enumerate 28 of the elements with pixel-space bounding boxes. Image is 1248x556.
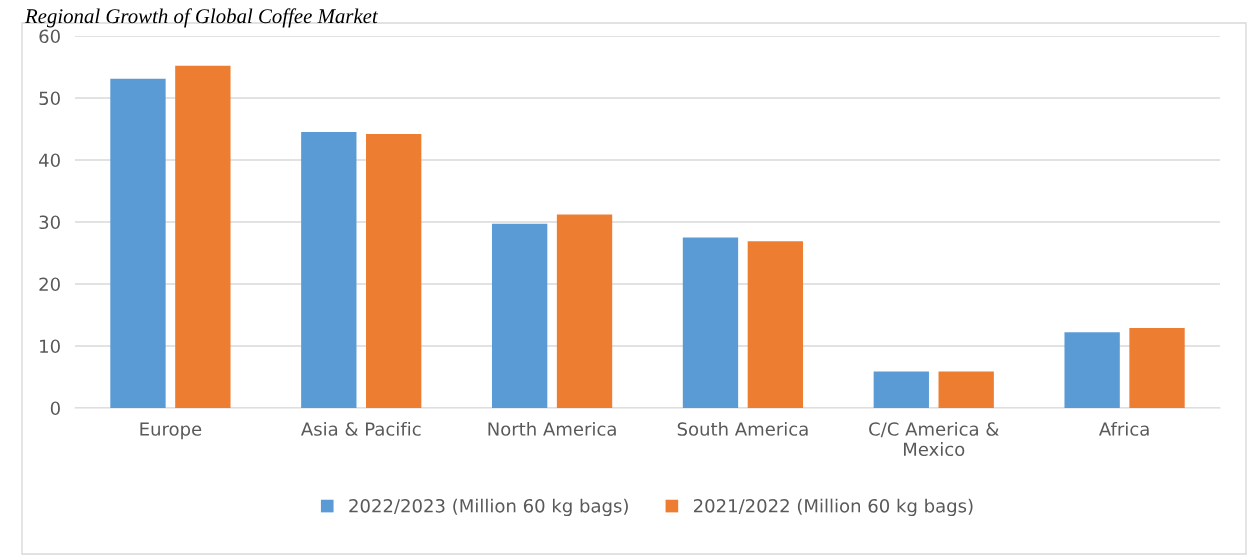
bar — [1064, 332, 1120, 408]
y-tick-label: 20 — [39, 277, 60, 292]
bar — [556, 214, 613, 408]
bar — [175, 65, 231, 408]
y-tick-label: 30 — [39, 215, 60, 230]
x-tick-label: Europe — [140, 422, 202, 440]
x-tick-label: South America — [677, 421, 808, 436]
y-tick-label: 60 — [39, 29, 60, 44]
y-tick-label: 40 — [39, 153, 60, 168]
y-tick-label: 0 — [50, 401, 60, 416]
x-tick-label: Africa — [1098, 421, 1149, 436]
chart-title: Regional Growth of Global Coffee Market — [24, 8, 379, 28]
bar — [366, 133, 422, 408]
bar — [491, 223, 548, 408]
bar — [938, 371, 994, 408]
x-tick-label: C/C America & Mexico — [869, 421, 999, 457]
y-tick-label: 10 — [40, 339, 60, 354]
bar — [682, 237, 739, 408]
legend-label: 2022/2023 (Million 60 kg bags) — [349, 498, 628, 517]
x-tick-label: Asia & Pacific — [301, 421, 421, 436]
bar — [747, 241, 804, 408]
y-tick-label: 50 — [39, 91, 60, 106]
bar — [301, 132, 357, 408]
bar — [110, 78, 166, 408]
bar — [1129, 328, 1185, 408]
x-tick-label: North America — [488, 421, 616, 436]
legend-label: 2021/2022 (Million 60 kg bags) — [693, 498, 973, 517]
bar — [873, 371, 929, 408]
